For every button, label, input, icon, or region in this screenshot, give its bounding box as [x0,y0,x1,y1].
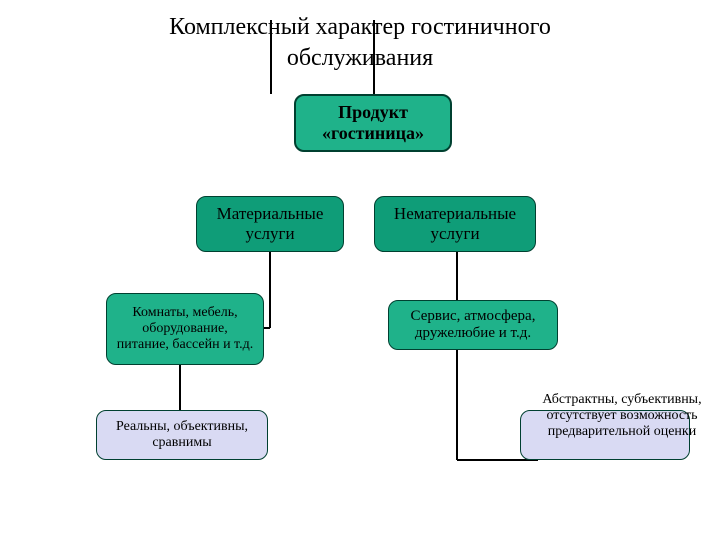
node-root-label: Продукт «гостиница» [304,102,442,144]
title-line1: Комплексный характер гостиничного [169,14,551,40]
node-rooms-label: Комнаты, мебель, оборудование, питание, … [115,305,255,353]
node-nonmaterial-services: Нематериальные услуги [374,196,536,252]
node-abstract-label: Абстрактны, субъективны, отсутствует воз… [542,392,701,439]
node-rooms: Комнаты, мебель, оборудование, питание, … [106,293,264,365]
node-abstract-overlay-text: Абстрактны, субъективны, отсутствует воз… [534,392,710,440]
node-service: Сервис, атмосфера, дружелюбие и т.д. [388,300,558,350]
node-real-label: Реальны, объективны, сравнимы [105,419,259,451]
node-root: Продукт «гостиница» [294,94,452,152]
node-service-label: Сервис, атмосфера, дружелюбие и т.д. [397,308,549,342]
node-material-label: Материальные услуги [205,204,335,244]
node-material-services: Материальные услуги [196,196,344,252]
node-real: Реальны, объективны, сравнимы [96,410,268,460]
title-line2: обслуживания [287,45,433,71]
diagram-title: Комплексный характер гостиничного обслуж… [0,12,720,74]
node-nonmaterial-label: Нематериальные услуги [383,204,527,244]
